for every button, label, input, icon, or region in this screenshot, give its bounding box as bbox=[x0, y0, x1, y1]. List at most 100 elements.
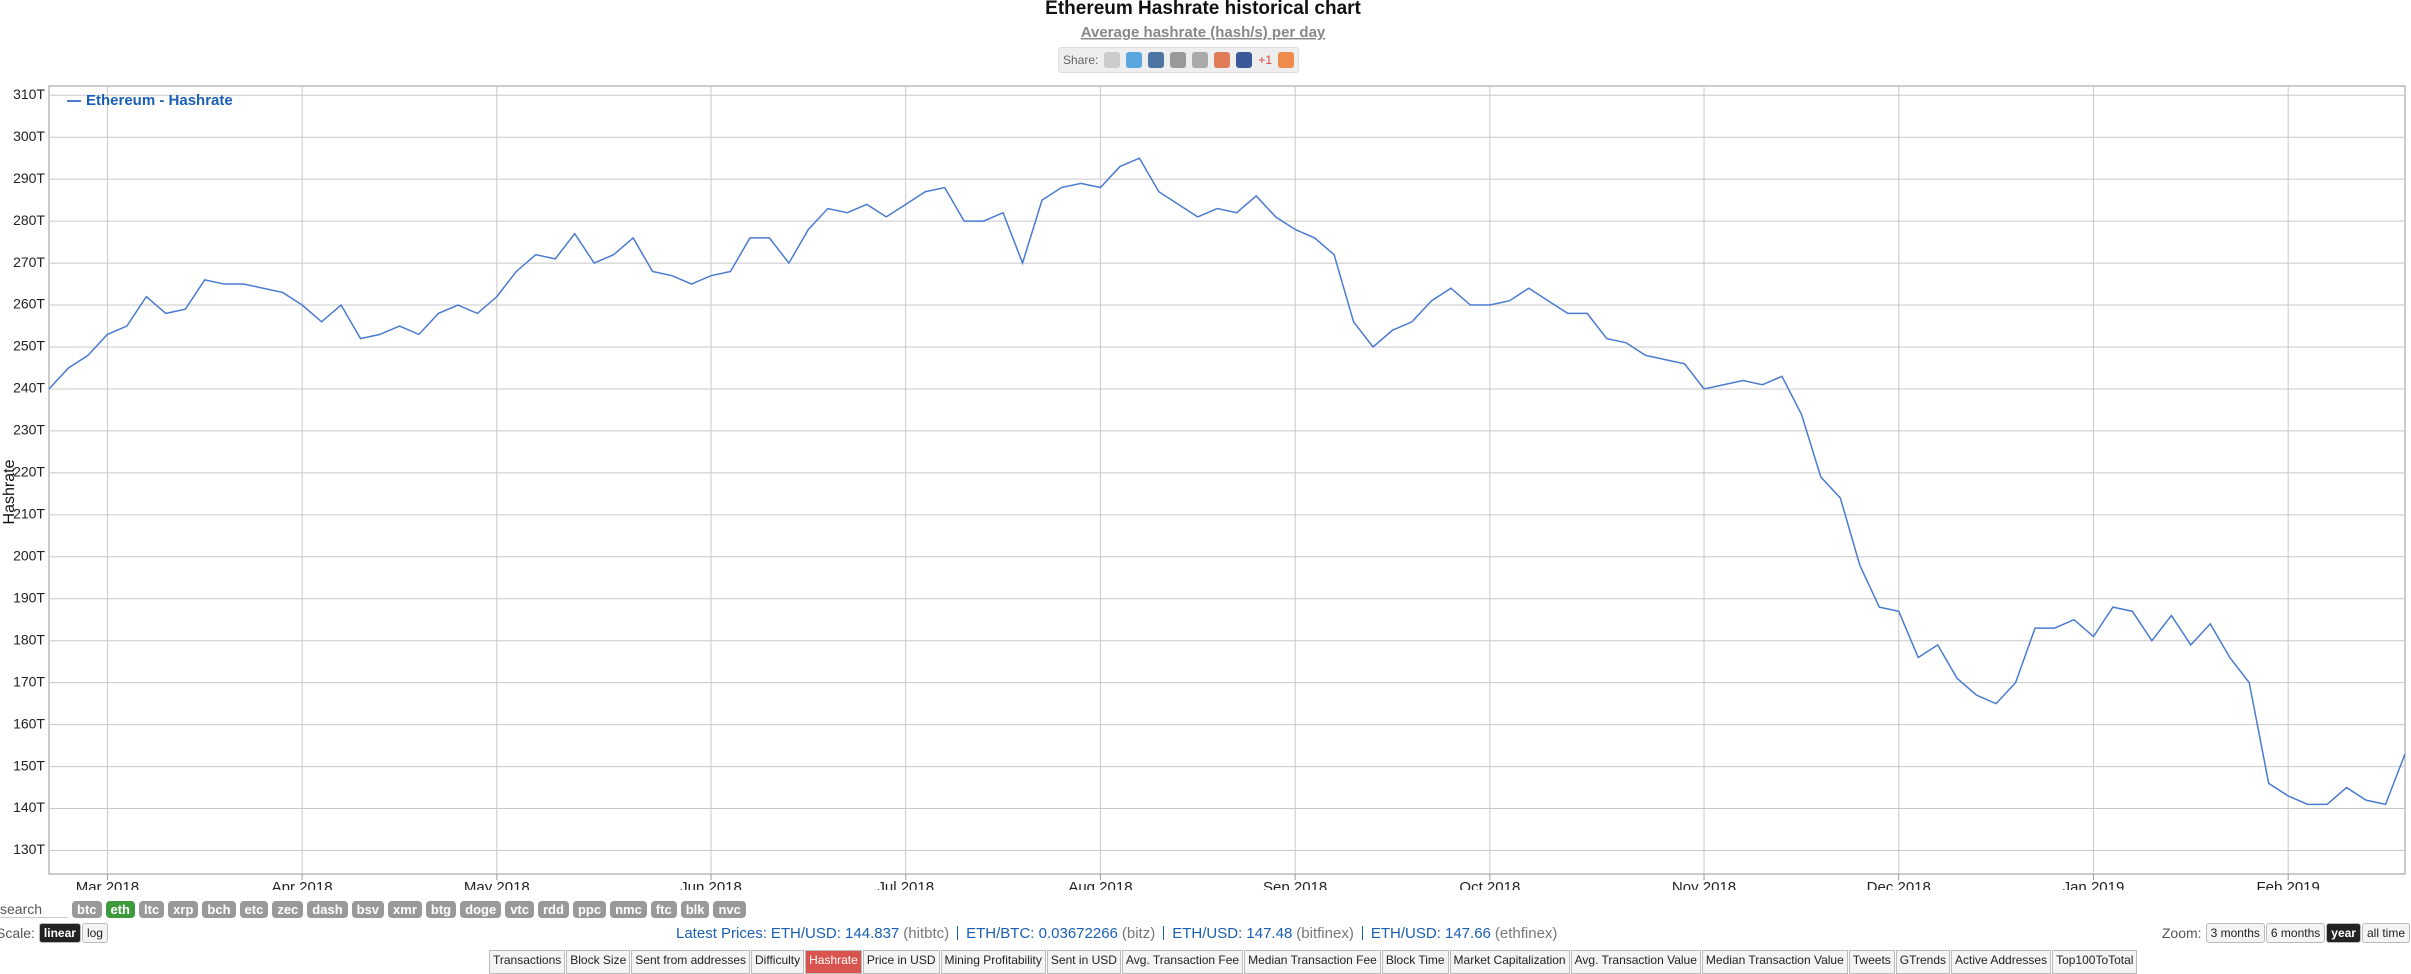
coin-tag[interactable]: vtc bbox=[505, 900, 534, 918]
y-tick-label: 270T bbox=[13, 254, 45, 270]
metric-tab[interactable]: Sent from addresses bbox=[631, 950, 750, 974]
share-reddit[interactable] bbox=[1104, 52, 1121, 68]
price-separator bbox=[1163, 926, 1165, 940]
x-tick-label: Dec 2018 bbox=[1867, 879, 1931, 890]
coin-tag[interactable]: etc bbox=[239, 900, 269, 918]
x-tick-label: Oct 2018 bbox=[1459, 879, 1520, 890]
y-tick-label: 260T bbox=[13, 296, 45, 312]
coin-tag[interactable]: ltc bbox=[139, 900, 165, 918]
scale-button[interactable]: linear bbox=[38, 923, 81, 943]
y-tick-label: 300T bbox=[13, 128, 45, 144]
price-source: (bitz) bbox=[1121, 924, 1156, 942]
coin-tag[interactable]: eth bbox=[105, 900, 135, 918]
coin-tag[interactable]: blk bbox=[680, 900, 710, 918]
y-tick-label: 310T bbox=[13, 86, 45, 102]
y-tick-label: 140T bbox=[13, 799, 45, 815]
legend-item: Ethereum - Hashrate bbox=[67, 92, 233, 109]
share-vk[interactable] bbox=[1148, 52, 1165, 68]
coin-tag[interactable]: nvc bbox=[713, 900, 746, 918]
price-pair: ETH/BTC: 0.03672266 bbox=[966, 924, 1118, 942]
coin-tag[interactable]: xmr bbox=[388, 900, 422, 918]
chart: Ethereum Hashrate historical chart Avera… bbox=[1, 0, 2406, 890]
coin-tag[interactable]: btg bbox=[425, 900, 457, 918]
y-tick-label: 240T bbox=[13, 380, 45, 396]
share-facebook[interactable] bbox=[1236, 52, 1253, 68]
coin-tag[interactable]: bsv bbox=[351, 900, 385, 918]
share-weibo[interactable] bbox=[1170, 52, 1187, 68]
coin-tag[interactable]: rdd bbox=[537, 900, 569, 918]
share-twitter[interactable] bbox=[1126, 52, 1143, 68]
metric-tab[interactable]: Hashrate bbox=[805, 950, 862, 974]
metric-tab[interactable]: Median Transaction Fee bbox=[1244, 950, 1381, 974]
metric-tab[interactable]: GTrends bbox=[1895, 950, 1951, 974]
coin-tag[interactable]: nmc bbox=[610, 900, 647, 918]
metric-tab[interactable]: Sent in USD bbox=[1046, 950, 1121, 974]
metric-tab[interactable]: Block Size bbox=[566, 950, 631, 974]
coin-tag[interactable]: btc bbox=[72, 900, 102, 918]
y-tick-label: 250T bbox=[13, 338, 45, 354]
coin-tag[interactable]: xrp bbox=[168, 900, 199, 918]
y-axis-title: Hashrate bbox=[1, 459, 18, 524]
metric-tab[interactable]: Top100ToTotal bbox=[2052, 950, 2138, 974]
y-tick-label: 200T bbox=[13, 547, 45, 563]
y-tick-label: 280T bbox=[13, 212, 45, 228]
x-tick-label: May 2018 bbox=[464, 879, 530, 890]
data-line bbox=[48, 157, 2406, 806]
y-tick-label: 190T bbox=[13, 589, 45, 605]
share-like[interactable] bbox=[1192, 52, 1209, 68]
zoom-button[interactable]: 3 months bbox=[2205, 923, 2265, 943]
coin-tag[interactable]: zec bbox=[272, 900, 304, 918]
metric-tab[interactable]: Active Addresses bbox=[1951, 950, 2052, 974]
metric-tab[interactable]: Tweets bbox=[1848, 950, 1895, 974]
metric-tab[interactable]: Transactions bbox=[489, 950, 566, 974]
metric-tab[interactable]: Price in USD bbox=[862, 950, 940, 974]
x-tick-label: Jul 2018 bbox=[877, 879, 934, 890]
coin-bar: search btc eth ltc xrp bch etc zec dash bsv xmr bt… bbox=[0, 899, 750, 919]
metric-tab[interactable]: Difficulty bbox=[751, 950, 805, 974]
coin-tag[interactable]: ppc bbox=[572, 900, 607, 918]
y-tick-label: 180T bbox=[13, 631, 45, 647]
share-gplus-count[interactable]: +1 bbox=[1258, 53, 1273, 67]
zoom-button[interactable]: all time bbox=[2361, 923, 2410, 943]
chart-title: Ethereum Hashrate historical chart bbox=[1045, 0, 1361, 19]
y-tick-label: 290T bbox=[13, 170, 45, 186]
x-tick-label: Jan 2019 bbox=[2063, 879, 2125, 890]
coin-tag[interactable]: doge bbox=[460, 900, 502, 918]
zoom-button[interactable]: year bbox=[2326, 923, 2361, 943]
metric-tab[interactable]: Median Transaction Value bbox=[1701, 950, 1848, 974]
tabs-bar: Transactions Block Size Sent from addresse… bbox=[489, 950, 2138, 974]
share-bar: Share: +1 bbox=[1058, 47, 1300, 73]
zoom-bar: Zoom: 3 months 6 months year all time bbox=[2162, 923, 2411, 943]
y-tick-label: 130T bbox=[13, 841, 45, 857]
price-pair: ETH/USD: 147.48 bbox=[1172, 924, 1293, 942]
share-gplus[interactable] bbox=[1214, 52, 1231, 68]
x-tick-label: Jun 2018 bbox=[680, 879, 742, 890]
coin-tag[interactable]: bch bbox=[202, 900, 236, 918]
metric-tab[interactable]: Mining Profitability bbox=[940, 950, 1046, 974]
metric-tab[interactable]: Avg. Transaction Fee bbox=[1121, 950, 1244, 974]
x-tick-label: Sep 2018 bbox=[1263, 879, 1327, 890]
x-tick-label: Apr 2018 bbox=[272, 879, 333, 890]
metric-tab[interactable]: Avg. Transaction Value bbox=[1570, 950, 1701, 974]
y-tick-label: 160T bbox=[13, 715, 45, 731]
scale-button[interactable]: log bbox=[81, 923, 108, 943]
price-source: (hitbtc) bbox=[903, 924, 950, 942]
share-label: Share: bbox=[1063, 53, 1099, 67]
metric-tab[interactable]: Block Time bbox=[1381, 950, 1449, 974]
chart-subtitle: Average hashrate (hash/s) per day bbox=[1081, 24, 1326, 41]
plot-area bbox=[48, 85, 2406, 875]
scale-label: Scale: bbox=[0, 925, 35, 941]
coin-tag[interactable]: dash bbox=[307, 900, 348, 918]
x-tick-label: Mar 2018 bbox=[76, 879, 139, 890]
x-tick-label: Feb 2019 bbox=[2256, 879, 2319, 890]
scale-bar: Scale: linear log bbox=[0, 923, 109, 943]
coin-tag[interactable]: ftc bbox=[650, 900, 677, 918]
price-source: (ethfinex) bbox=[1494, 924, 1558, 942]
price-separator bbox=[1361, 926, 1363, 940]
share-blogger[interactable] bbox=[1278, 52, 1295, 68]
zoom-button[interactable]: 6 months bbox=[2265, 923, 2326, 943]
metric-tab[interactable]: Market Capitalization bbox=[1449, 950, 1570, 974]
search-box[interactable]: search bbox=[0, 901, 68, 918]
price-pair: ETH/USD: 147.66 bbox=[1370, 924, 1491, 942]
